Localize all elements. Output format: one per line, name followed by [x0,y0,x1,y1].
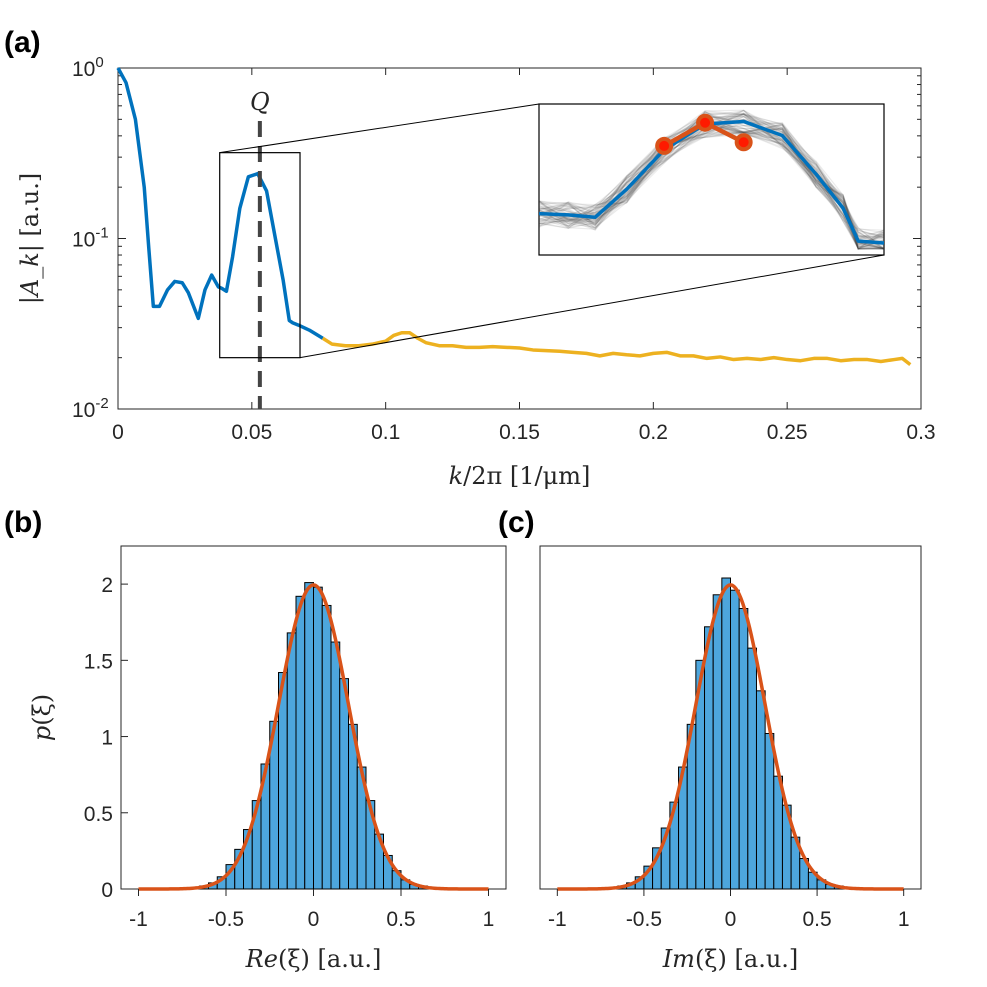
inset-peak-marker [659,140,670,151]
x-tick-label-a: 0.05 [231,421,272,444]
x-axis-title-a: k/2π [1/μm] [449,462,591,490]
x-tick-label-a: 0.1 [371,421,400,444]
y-tick-label-a: 10-2 [72,395,109,422]
chart-c: -1 -0.5 0 0.5 1 Im(ξ) [a.u.] [539,545,922,973]
inset-realization-line [539,127,884,248]
inset-realization-line [539,121,884,245]
inset-realization-line [539,127,884,250]
inset-realization-line [539,110,884,239]
histogram-bar-c [764,733,775,890]
series-line-signal [116,67,324,340]
histogram-bar-b [330,641,341,890]
y-tick-label-b: 2 [101,574,113,597]
inset-realization-line [539,114,884,250]
inset-realization-line [539,119,884,250]
inset-realization-line [539,119,884,231]
inset-realization-line [539,113,884,250]
histogram-bar-c [773,775,783,890]
x-tick-label-b: 0.5 [386,908,415,931]
inset-realization-line [539,109,884,250]
y-axis-title-a: |A_k| [a.u.] [16,173,45,304]
x-tick-label-a: 0.3 [906,421,935,444]
inset-realization-line [539,113,884,238]
x-axis-title-c: Im(ξ) [a.u.] [662,945,799,973]
chart-a: 0 0.05 0.1 0.15 0.2 0.25 0.3 100 10-1 10-2 Qk/2π [… [16,54,936,490]
x-tick-label-c: 1 [898,908,910,931]
inset-realization-line [539,118,884,239]
histogram-bar-b [295,595,306,890]
inset-realization-line [539,116,884,250]
y-tick-label-a: 100 [72,54,104,81]
histogram-bar-c [704,626,714,890]
histogram-bar-c [712,594,723,890]
zoom-connector-top [219,103,540,154]
histogram-bar-b [339,678,349,890]
x-tick-label-c: 0 [725,908,737,931]
inset-realization-line [539,118,884,250]
inset-realization-line [539,111,884,250]
inset-plot-area [539,109,884,250]
x-tick-label-c: -1 [548,908,567,931]
zoom-connector-bottom [299,254,885,359]
histogram-bar-b [286,632,297,890]
inset-realization-line [539,115,884,250]
x-tick-label-b: -0.5 [208,908,244,931]
inset-realization-line [539,115,884,250]
inset-frame [538,103,885,256]
y-tick-label-b: 0.5 [84,803,113,826]
inset-peak-marker [700,117,711,128]
x-tick-label-b: 0 [308,908,320,931]
x-axis-title-b: Re(ξ) [a.u.] [245,945,382,973]
inset-realization-line [539,121,884,243]
series-line-noise [321,331,912,367]
y-axis-title-b: p(ξ) [28,694,56,741]
gaussian-fit-line-c [557,583,904,891]
inset-realization-line [539,113,884,250]
inset-mean-line [539,119,884,245]
inset-realization-line [539,110,884,241]
panel-label-b: (b) [4,506,42,539]
zoom-box [219,152,301,359]
histogram-bar-b [313,586,323,890]
inset-realization-line [539,133,884,250]
x-tick-label-a: 0.15 [499,421,540,444]
x-tick-label-b: 1 [483,908,495,931]
x-tick-label-a: 0 [112,421,124,444]
inset-realization-line [539,121,884,250]
histogram-bar-c [730,589,740,890]
inset-realization-line [539,113,884,239]
y-tick-label-b: 0 [101,879,113,902]
histogram-bar-b [321,604,332,890]
histogram-bar-c [738,608,749,890]
x-tick-label-c: -0.5 [626,908,662,931]
inset-realization-line [539,122,884,250]
panel-label-c: (c) [498,506,535,539]
inset-realization-line [539,113,884,248]
y-tick-label-b: 1 [101,727,113,750]
histogram-bar-b [304,582,314,890]
inset-realization-line [539,113,884,250]
histogram-bar-c [721,577,731,890]
inset-realization-line [539,120,884,250]
x-tick-label-c: 0.5 [802,908,831,931]
y-tick-label-a: 10-1 [72,225,109,252]
y-tick-label-b: 1.5 [84,650,113,673]
x-tick-label-b: -1 [129,908,148,931]
chart-b: -1 -0.5 0 0.5 1 0 0.5 1 1.5 2 Re(ξ) [a.u.] p(ξ) [28,545,507,973]
panel-label-a: (a) [4,26,41,59]
histogram-bar-c [755,690,766,890]
inset-peak-marker [738,137,749,148]
x-tick-label-a: 0.2 [639,421,668,444]
histogram-bar-c [747,647,757,890]
gaussian-fit-line-b [138,583,489,891]
x-tick-label-a: 0.25 [767,421,808,444]
inset-realization-line [539,120,884,249]
q-annotation: Q [250,88,270,116]
